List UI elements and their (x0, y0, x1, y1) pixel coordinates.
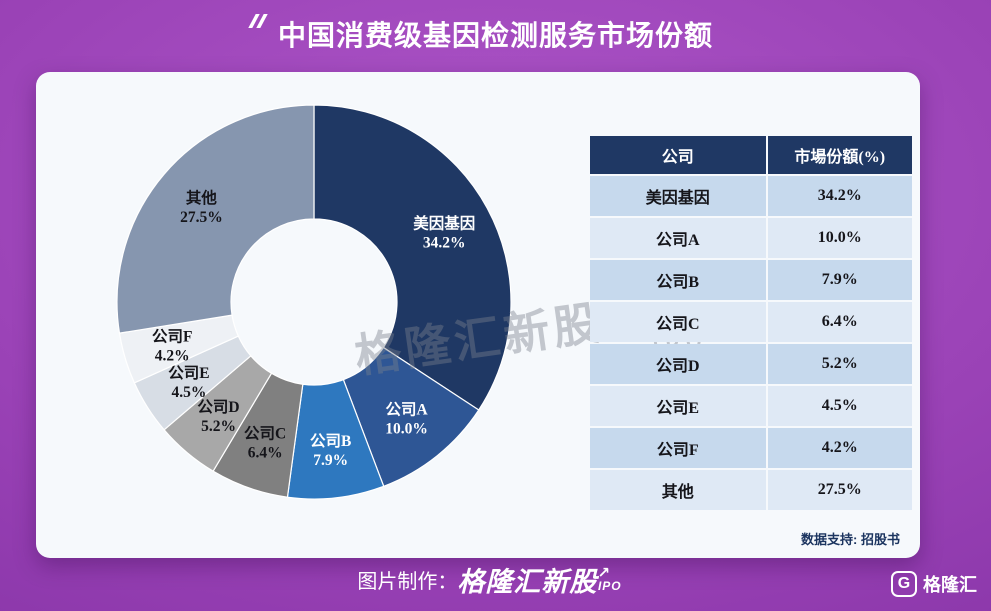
table-row: 公司D 5.2% (590, 344, 912, 384)
brand-name: 格隆汇新股 (457, 567, 598, 597)
donut-slice-label: 美因基因 34.2% (413, 214, 475, 252)
table-cell: 27.5% (767, 470, 912, 510)
title-decoration-tick (248, 14, 260, 28)
donut-slice-label: 公司B 7.9% (310, 432, 351, 469)
market-share-table: 公司 市場份額(%) 美因基因 34.2% 公司A 10.0% 公司B 7.9% 公司C 6.4… (588, 134, 914, 512)
table-cell: 5.2% (767, 344, 912, 384)
donut-slice-label: 公司D 5.2% (197, 398, 239, 435)
footer-credit: 图片制作：格隆汇新股↗IPO (0, 560, 991, 599)
table-cell: 6.4% (767, 302, 912, 342)
table-cell: 7.9% (767, 260, 912, 300)
table-row: 美因基因 34.2% (590, 176, 912, 216)
page-title: 中国消费级基因检测服务市场份额 (248, 14, 713, 54)
table-row: 公司F 4.2% (590, 428, 912, 468)
page-header: 中国消费级基因检测服务市场份额 (0, 14, 991, 54)
donut-slice-美因基因 (313, 104, 512, 411)
logo-text: 格隆汇 (923, 575, 977, 595)
table-cell: 公司E (590, 386, 766, 426)
table-row: 其他 27.5% (590, 470, 912, 510)
brand-logo: G 格隆汇 (891, 571, 977, 597)
table-row: 公司E 4.5% (590, 386, 912, 426)
logo-letter-icon: G (891, 571, 917, 597)
table-row: 公司A 10.0% (590, 218, 912, 258)
data-source-note: 数据支持: 招股书 (801, 532, 900, 547)
chart-card: 美因基因 34.2% 公司A 10.0% 公司B 7.9% 公司C 6.4% 公司D 5.2% 公司… (36, 72, 920, 558)
table-cell: 其他 (590, 470, 766, 510)
brand-sub-label: IPO (597, 578, 622, 593)
donut-chart: 美因基因 34.2% 公司A 10.0% 公司B 7.9% 公司C 6.4%公司D 5.2%公司… (116, 104, 512, 500)
donut-slice-label: 公司F 4.2% (152, 327, 192, 364)
donut-slice-label: 公司E 4.5% (168, 364, 209, 401)
table-row: 公司C 6.4% (590, 302, 912, 342)
donut-slice-其他 (116, 104, 315, 334)
donut-slice-label: 公司A 10.0% (385, 400, 428, 437)
table-cell: 34.2% (767, 176, 912, 216)
table-cell: 美因基因 (590, 176, 766, 216)
table-header-cell: 公司 (590, 136, 766, 174)
table-header-cell: 市場份額(%) (767, 136, 912, 174)
table-cell: 公司B (590, 260, 766, 300)
table-cell: 公司A (590, 218, 766, 258)
table-header-row: 公司 市場份額(%) (590, 136, 912, 174)
donut-slice-label: 公司C 6.4% (244, 425, 286, 462)
table-cell: 公司F (590, 428, 766, 468)
credit-prefix: 图片制作： (357, 571, 458, 593)
table-cell: 公司C (590, 302, 766, 342)
table-cell: 10.0% (767, 218, 912, 258)
table-cell: 公司D (590, 344, 766, 384)
table-cell: 4.5% (767, 386, 912, 426)
brand-arrow-icon: ↗ (597, 564, 610, 582)
donut-slice-label: 其他 27.5% (180, 188, 223, 226)
table-cell: 4.2% (767, 428, 912, 468)
table-row: 公司B 7.9% (590, 260, 912, 300)
